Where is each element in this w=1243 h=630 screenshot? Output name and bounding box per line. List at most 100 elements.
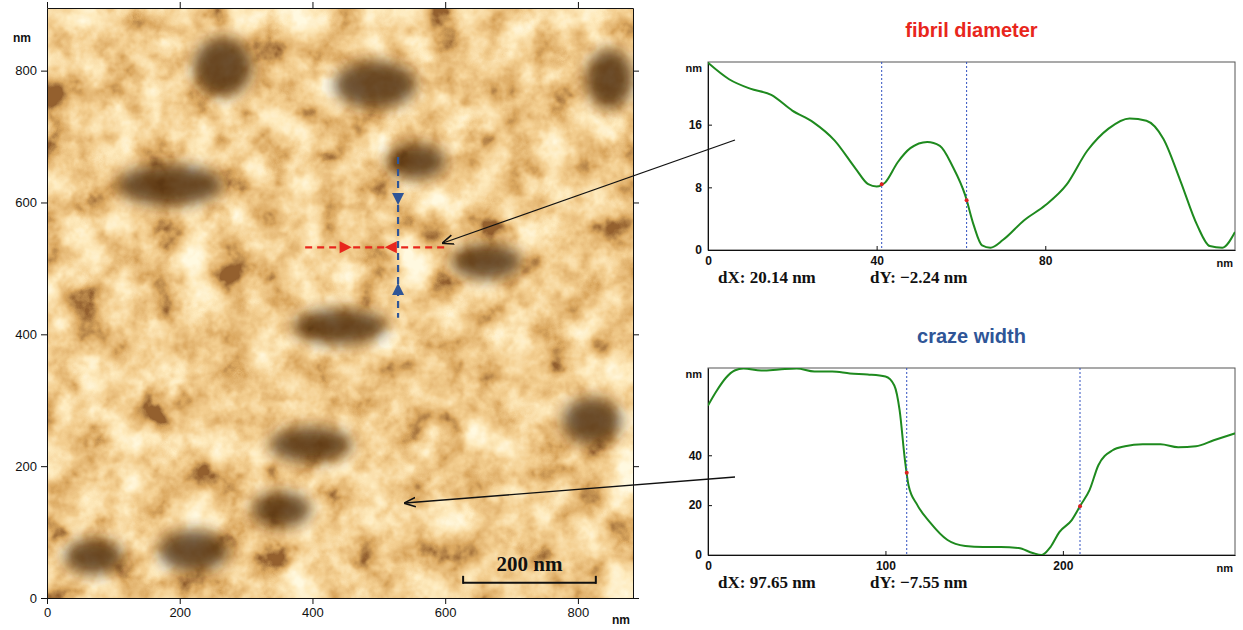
tick-mark: [633, 466, 639, 467]
tick-label: 16: [689, 118, 703, 132]
afm-image: [47, 8, 633, 598]
tick-mark: [41, 334, 47, 335]
craze-shadow: [194, 38, 253, 97]
tick: [578, 2, 579, 8]
tick-label: 8: [695, 181, 702, 195]
cursor: [881, 62, 882, 250]
figure: 02004006008000200400600800nmnm200 nm0408…: [0, 0, 1243, 630]
tick-mark: [41, 202, 47, 203]
tick-label: 800: [568, 605, 590, 620]
axis-line: [48, 8, 634, 9]
tick: 16: [689, 118, 712, 132]
tick-mark: [633, 598, 639, 599]
tick-mark: [1045, 246, 1046, 250]
tick: 8: [695, 181, 712, 195]
axis: [48, 2, 634, 9]
axis: 0 8 16: [689, 63, 712, 258]
tick-mark: [312, 2, 313, 8]
tick: 800: [568, 598, 590, 620]
tick: [633, 334, 639, 335]
tick: 600: [435, 598, 457, 620]
y-axis-unit: nm: [13, 31, 31, 45]
axis-line: [708, 63, 709, 251]
profile-arrowhead: [392, 283, 404, 295]
tick-label: 200: [15, 459, 37, 474]
craze-shadow: [65, 539, 124, 574]
tick-mark: [41, 598, 47, 599]
tick-mark: [180, 598, 181, 604]
tick-label: 600: [15, 195, 37, 210]
tick-mark: [41, 466, 47, 467]
cursor-point: [905, 471, 909, 475]
scale-bar-end: [462, 576, 464, 584]
axis: 0200400600800: [44, 598, 634, 620]
title: fibril diameter: [905, 19, 1037, 41]
tick-label: 40: [870, 254, 884, 268]
craze-shadow: [252, 492, 311, 527]
tick: 40: [870, 246, 884, 268]
axis-line: [633, 9, 634, 599]
cursor: [906, 368, 907, 555]
tick-mark: [708, 505, 712, 506]
tick: 0: [695, 243, 712, 257]
plot-area: [708, 368, 1235, 555]
title: craze width: [917, 325, 1026, 347]
axis: 0 40 80: [705, 246, 1235, 268]
plot-frame: [708, 368, 1235, 555]
tick: 100: [876, 551, 896, 573]
readout: dX: 20.14 nm: [718, 268, 816, 287]
tick: [180, 2, 181, 8]
profile-line: [305, 246, 445, 248]
cursor: [966, 62, 967, 250]
x-axis-unit: nm: [1217, 257, 1234, 269]
tick-label: 0: [695, 548, 702, 562]
x-axis-unit: nm: [612, 613, 630, 627]
tick: [445, 2, 446, 8]
readout: dY: −7.55 nm: [870, 573, 967, 592]
tick: [633, 202, 639, 203]
tick-mark: [1063, 551, 1064, 555]
tick-label: 100: [876, 559, 896, 573]
scale-bar: [463, 582, 596, 584]
tick-mark: [877, 246, 878, 250]
profile-arrowhead: [385, 241, 397, 253]
tick-label: 80: [1039, 254, 1053, 268]
tick-mark: [578, 598, 579, 604]
cursor-point: [1078, 504, 1082, 508]
craze-shadow: [563, 397, 622, 444]
profile-curve: [708, 368, 1235, 555]
tick-label: 800: [15, 63, 37, 78]
cursor: [1080, 368, 1081, 555]
craze-shadow: [270, 427, 352, 462]
tick: 600: [15, 195, 47, 210]
afm-texture: [47, 8, 633, 598]
tick-mark: [445, 598, 446, 604]
cursor-point: [965, 198, 969, 202]
axis: 02040: [689, 369, 712, 563]
profile-arrowhead: [340, 241, 352, 253]
craze-shadow: [334, 61, 416, 108]
tick-label: 0: [705, 254, 712, 268]
tick-label: 600: [435, 605, 457, 620]
axis-line: [47, 9, 48, 599]
axis: 0200400600800: [15, 9, 47, 606]
tick-mark: [708, 250, 712, 251]
x-axis-unit: nm: [1217, 562, 1234, 574]
tick-mark: [708, 555, 712, 556]
tick-mark: [633, 71, 639, 72]
tick-label: 0: [705, 559, 712, 573]
tick: [312, 2, 313, 8]
tick-label: 0: [695, 243, 702, 257]
profile-panel: 010020002040nmnmcraze widthdX: 97.65 nmd…: [686, 325, 1236, 592]
axis-line: [709, 250, 1236, 251]
tick: 200: [15, 459, 47, 474]
tick: 20: [689, 498, 712, 512]
profile-curve: [708, 63, 1235, 248]
tick-label: 400: [302, 605, 324, 620]
tick: 200: [1053, 551, 1073, 573]
tick: 400: [302, 598, 324, 620]
tick-mark: [708, 125, 712, 126]
craze-shadow: [158, 530, 228, 571]
tick: [633, 598, 639, 599]
plot-frame: [708, 62, 1235, 250]
